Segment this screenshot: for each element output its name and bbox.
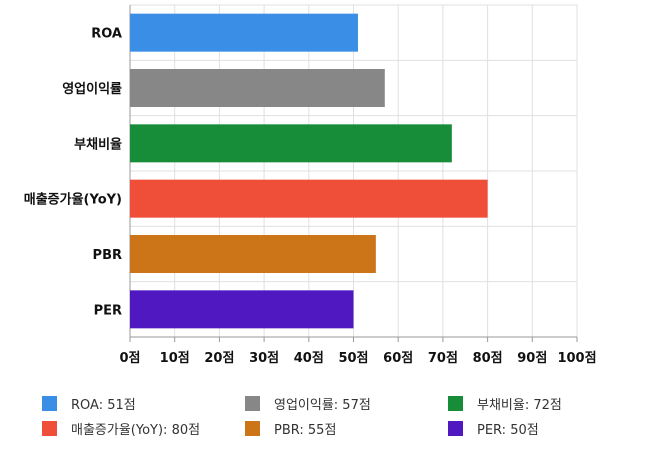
x-tick-label: 80점 [473,351,503,366]
bar[interactable] [130,124,452,163]
category-label: PER [94,303,122,318]
category-label: 매출증가율(YoY) [24,192,122,208]
x-tick-label: 30점 [249,351,279,366]
bar[interactable] [130,290,354,329]
bar[interactable] [130,235,376,273]
category-label: 부채비율 [74,136,122,152]
category-label: ROA [91,27,122,42]
category-label: 영업이익률 [62,81,122,97]
x-tick-label: 0점 [119,351,140,366]
bar[interactable] [130,179,488,218]
x-tick-label: 90점 [517,351,547,366]
x-tick-label: 50점 [338,351,368,366]
bar[interactable] [130,69,385,107]
x-tick-label: 60점 [383,351,413,366]
x-tick-label: 40점 [294,351,324,366]
category-label: PBR [93,248,122,263]
bar[interactable] [130,13,358,52]
x-tick-label: 20점 [204,351,234,366]
x-tick-label: 100점 [557,351,596,366]
x-tick-label: 10점 [160,351,190,366]
x-tick-label: 70점 [428,351,458,366]
